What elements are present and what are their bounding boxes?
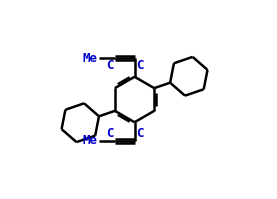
Text: C: C bbox=[106, 127, 114, 140]
Text: C: C bbox=[136, 59, 144, 72]
Text: Me: Me bbox=[82, 52, 98, 64]
Text: C: C bbox=[136, 127, 144, 140]
Text: Me: Me bbox=[82, 135, 98, 147]
Text: C: C bbox=[106, 59, 114, 72]
